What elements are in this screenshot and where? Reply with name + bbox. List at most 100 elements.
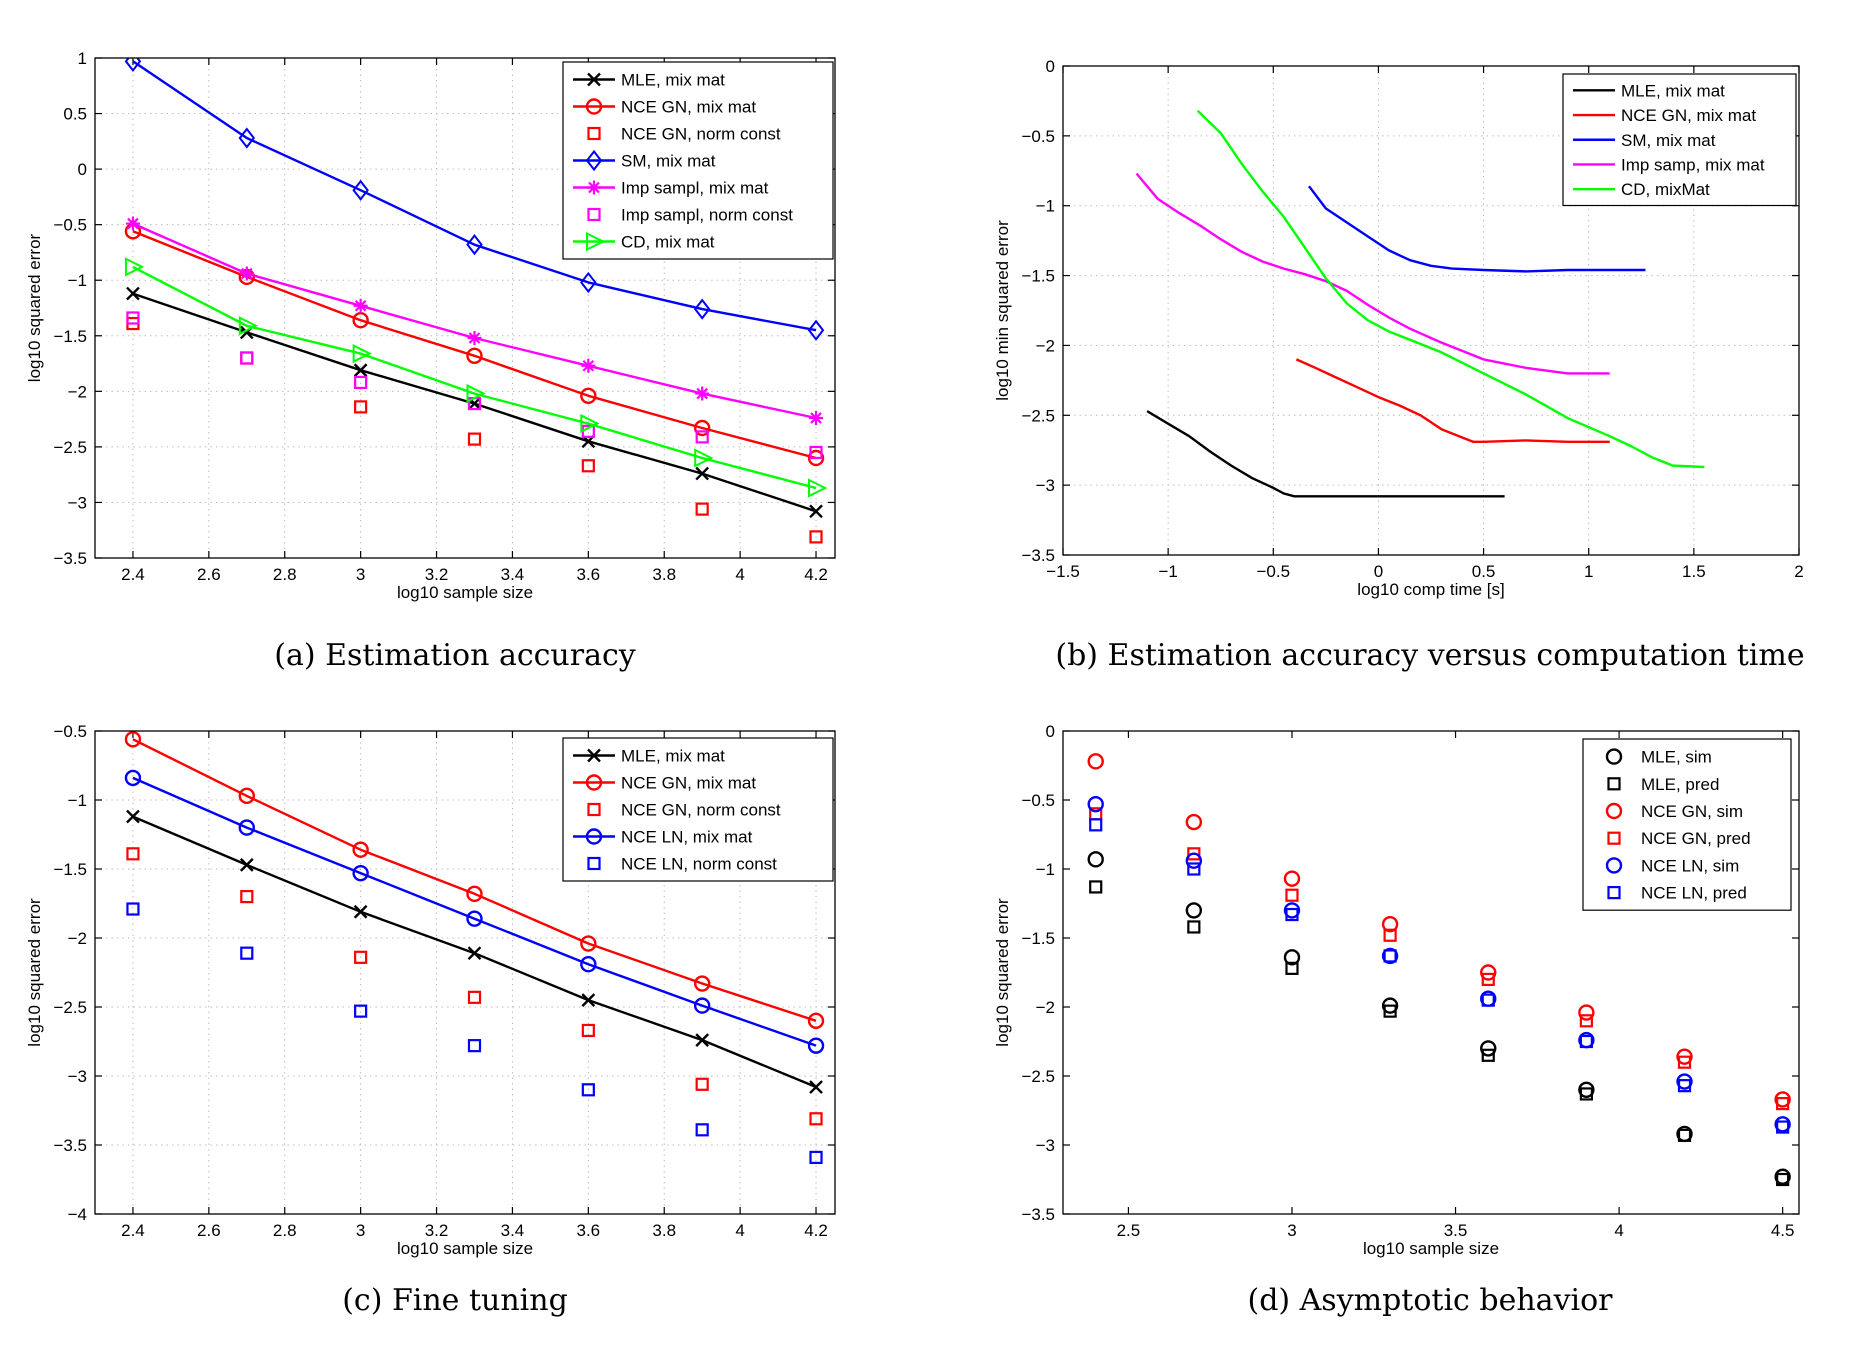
legend-item: NCE GN, norm const bbox=[587, 125, 781, 144]
data-point bbox=[1579, 1087, 1593, 1101]
data-point bbox=[809, 1080, 823, 1094]
legend-item: NCE GN, mix mat bbox=[573, 98, 756, 117]
caption: (a) Estimation accuracy bbox=[274, 638, 636, 673]
data-point bbox=[1087, 851, 1104, 868]
data-point bbox=[1383, 928, 1397, 942]
legend-label: NCE LN, norm const bbox=[621, 855, 777, 874]
series-1 bbox=[1146, 410, 1505, 498]
data-point bbox=[807, 1037, 825, 1054]
y-tick-label: −3 bbox=[1036, 1136, 1055, 1155]
x-tick-label: 4.2 bbox=[804, 565, 828, 584]
plot-frame bbox=[94, 57, 836, 559]
data-point bbox=[1383, 1004, 1397, 1018]
legend-label: Imp sampl, mix mat bbox=[621, 179, 769, 198]
data-point bbox=[1283, 870, 1301, 887]
series-2 bbox=[1295, 358, 1610, 443]
series-5 bbox=[1196, 109, 1705, 469]
x-tick-label: 2.6 bbox=[197, 565, 221, 584]
y-tick-label: −1 bbox=[68, 791, 87, 810]
y-axis-label: log10 squared error bbox=[25, 233, 44, 382]
legend: MLE, mix mat NCE GN, mix mat NCE GN, norm … bbox=[562, 61, 834, 260]
y-tick-label: 0 bbox=[78, 160, 87, 179]
data-point bbox=[126, 902, 140, 916]
y-tick-label: −1 bbox=[68, 271, 87, 290]
y-tick-label: −2 bbox=[1036, 998, 1055, 1017]
data-point bbox=[695, 1033, 710, 1047]
series-4 bbox=[124, 58, 825, 341]
data-point bbox=[467, 331, 482, 345]
legend-label: CD, mixMat bbox=[1621, 180, 1710, 199]
series-line bbox=[132, 265, 817, 490]
legend-label: MLE, mix mat bbox=[621, 747, 725, 766]
plot-frame bbox=[1062, 65, 1800, 556]
data-point bbox=[1087, 795, 1104, 813]
data-point bbox=[580, 935, 597, 952]
data-point bbox=[580, 956, 597, 973]
y-tick-label: −3.5 bbox=[53, 1136, 87, 1155]
x-tick-label: 3 bbox=[356, 565, 365, 584]
legend-item: SM, mix mat bbox=[573, 149, 716, 172]
data-point bbox=[693, 298, 711, 320]
legend-item: SM, mix mat bbox=[1573, 131, 1716, 150]
data-point bbox=[126, 286, 140, 301]
legend-label: MLE, mix mat bbox=[1621, 81, 1725, 100]
legend-marker bbox=[587, 748, 601, 763]
y-tick-label: −3 bbox=[68, 1067, 87, 1086]
data-point bbox=[1677, 1055, 1692, 1069]
x-tick-label: 3.5 bbox=[1444, 1221, 1468, 1240]
legend-item: CD, mix mat bbox=[573, 231, 715, 252]
y-tick-label: −3.5 bbox=[1021, 546, 1055, 565]
data-point bbox=[466, 347, 483, 364]
chart-d: 2.5 3 3.5 4 4.5 −3.5 −3 −2.5 −2 −1.5 −1 −0.5 0 log10 … bbox=[993, 722, 1800, 1318]
data-point bbox=[1677, 1128, 1692, 1142]
data-point bbox=[354, 375, 368, 390]
data-point bbox=[580, 387, 597, 404]
data-point bbox=[240, 889, 254, 904]
data-point bbox=[238, 787, 255, 805]
data-point bbox=[1381, 947, 1399, 965]
data-point bbox=[581, 993, 596, 1007]
legend-item: MLE, sim bbox=[1605, 748, 1712, 767]
x-tick-label: 3.6 bbox=[577, 1221, 601, 1240]
y-axis-label: log10 min squared error bbox=[993, 220, 1012, 401]
y-tick-label: −0.5 bbox=[1021, 791, 1055, 810]
x-tick-label: −1 bbox=[1158, 562, 1177, 581]
series-3 bbox=[1308, 185, 1646, 273]
x-tick-label: 1.5 bbox=[1682, 562, 1706, 581]
series-line bbox=[1146, 410, 1505, 498]
y-axis-label: log10 squared error bbox=[993, 898, 1012, 1047]
data-point bbox=[693, 419, 711, 437]
data-point bbox=[126, 847, 140, 861]
y-tick-label: −2 bbox=[68, 382, 87, 401]
legend-item: MLE, pred bbox=[1607, 775, 1719, 794]
series-2 bbox=[1089, 880, 1790, 1187]
x-tick-label: 3.4 bbox=[501, 1221, 525, 1240]
y-tick-label: −1.5 bbox=[1021, 267, 1055, 286]
legend-item: NCE LN, norm const bbox=[587, 855, 777, 874]
legend-marker bbox=[585, 98, 603, 115]
data-point bbox=[581, 1023, 595, 1038]
legend-label: NCE GN, sim bbox=[1641, 802, 1743, 821]
data-point bbox=[1381, 916, 1399, 933]
series-4 bbox=[1135, 172, 1610, 375]
data-point bbox=[1579, 1034, 1593, 1049]
data-point bbox=[1285, 888, 1299, 902]
data-point bbox=[807, 1012, 825, 1029]
series-line bbox=[1135, 172, 1610, 375]
ticks: −1.5 −1 −0.5 0 0.5 1 1.5 2 −3.5 −3 −2.5 −2 −1.5 −1 −0.… bbox=[1021, 57, 1803, 581]
legend-label: NCE GN, norm const bbox=[621, 801, 781, 820]
data-point bbox=[1185, 813, 1203, 831]
y-tick-label: −0.5 bbox=[53, 722, 87, 741]
x-axis-label: log10 sample size bbox=[1363, 1239, 1499, 1258]
x-tick-label: 4 bbox=[735, 1221, 744, 1240]
legend-label: NCE GN, norm const bbox=[621, 125, 781, 144]
x-tick-label: 2.8 bbox=[273, 565, 297, 584]
chart-a: 2.4 2.6 2.8 3 3.2 3.4 3.6 3.8 4 4.2 −3.5 −3 −2.5 −2 −1… bbox=[25, 49, 836, 673]
y-tick-label: −2.5 bbox=[1021, 406, 1055, 425]
y-tick-label: 0 bbox=[1046, 57, 1055, 76]
series-line bbox=[1295, 358, 1610, 443]
chart-b: −1.5 −1 −0.5 0 0.5 1 1.5 2 −3.5 −3 −2.5 −2 −1.5 −1 −0.… bbox=[993, 57, 1805, 673]
x-tick-label: 4.5 bbox=[1771, 1221, 1795, 1240]
y-tick-label: −0.5 bbox=[53, 216, 87, 235]
legend-item: Imp sampl, mix mat bbox=[573, 179, 769, 198]
